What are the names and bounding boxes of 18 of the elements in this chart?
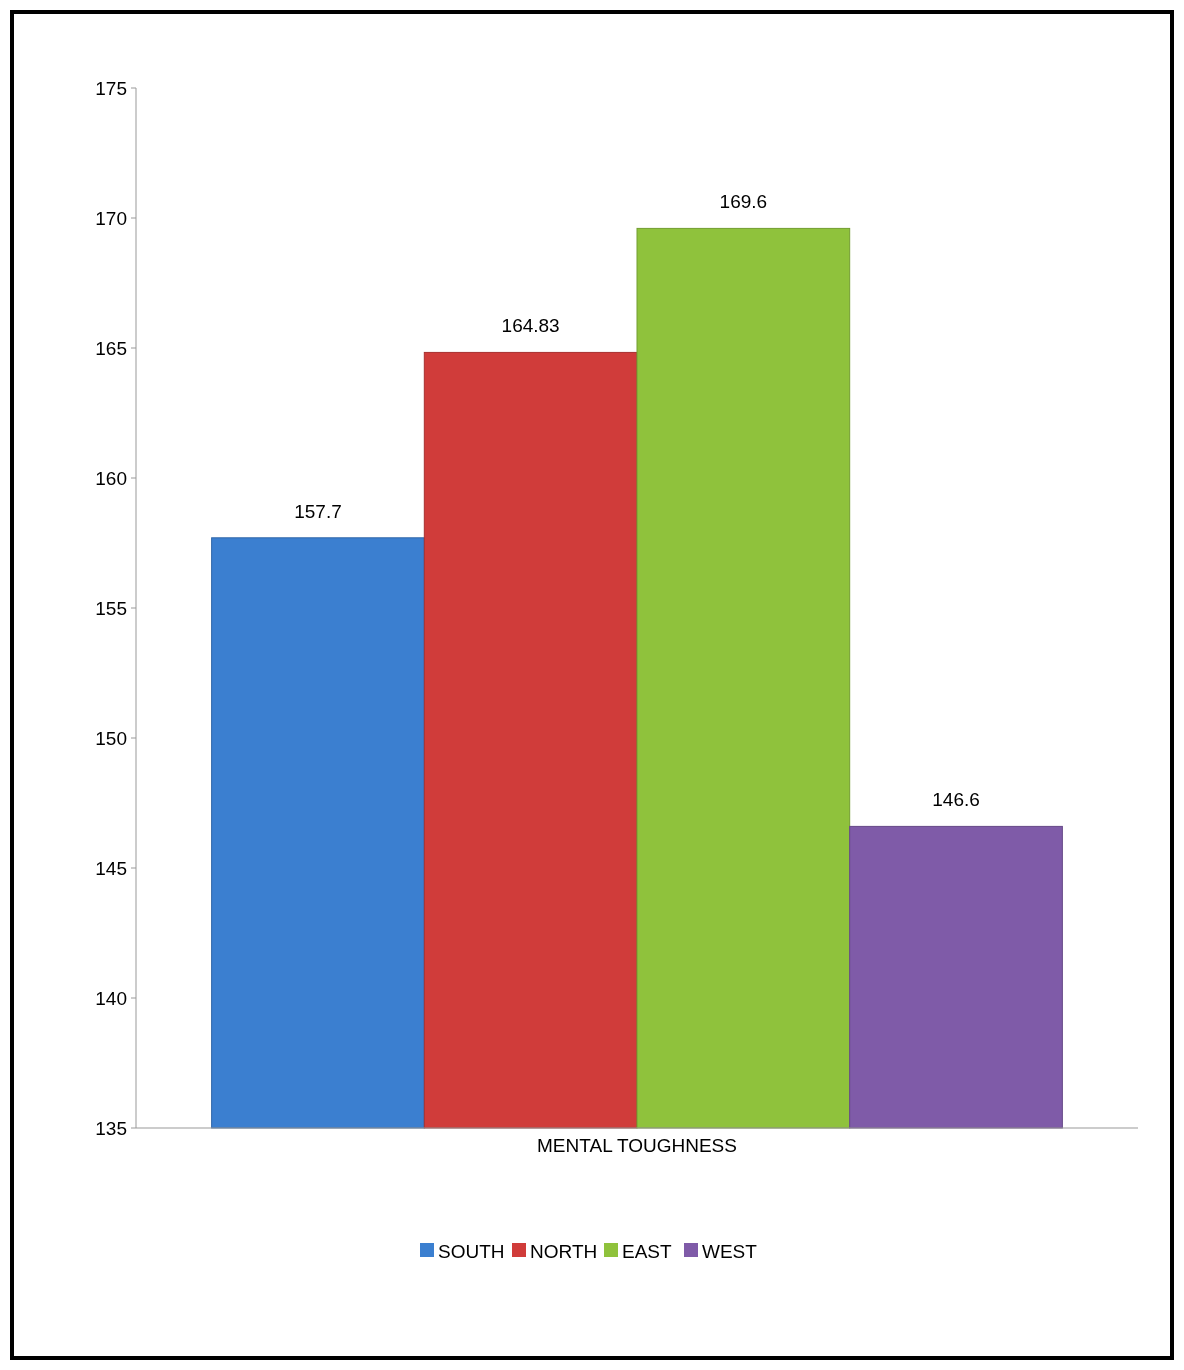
legend-label: EAST bbox=[622, 1240, 673, 1262]
y-tick-label: 145 bbox=[95, 857, 127, 879]
y-tick-label: 160 bbox=[95, 467, 127, 489]
legend-label: WEST bbox=[702, 1240, 758, 1262]
y-tick-label: 155 bbox=[95, 597, 127, 619]
y-tick-label: 140 bbox=[95, 987, 127, 1009]
data-label: 157.7 bbox=[294, 500, 342, 522]
data-label: 169.6 bbox=[719, 191, 768, 213]
data-label: 146.6 bbox=[932, 789, 980, 811]
legend-label: SOUTH bbox=[438, 1240, 505, 1262]
data-label: 164.83 bbox=[501, 315, 560, 337]
legend-label: NORTH bbox=[530, 1240, 598, 1262]
y-tick-label: 175 bbox=[95, 77, 127, 99]
x-tick-label: MENTAL TOUGHNESS bbox=[537, 1135, 737, 1156]
y-tick-label: 165 bbox=[95, 337, 127, 359]
y-tick-label: 150 bbox=[95, 727, 127, 749]
y-tick-label: 170 bbox=[95, 207, 127, 229]
y-tick-label: 135 bbox=[95, 1117, 127, 1139]
